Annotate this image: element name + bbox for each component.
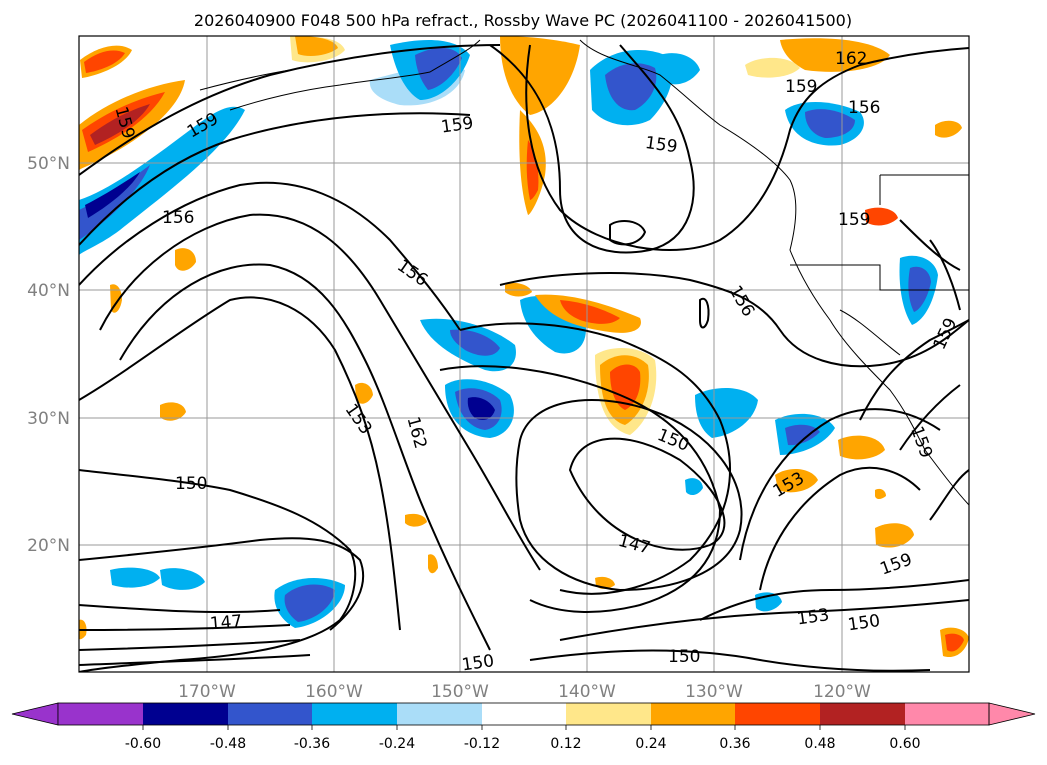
colorbar-segment <box>228 703 312 725</box>
colorbar-tick: 0.12 <box>550 736 581 752</box>
lon-label: 140°W <box>558 682 616 702</box>
coastlines <box>199 39 969 506</box>
contour-label: 147 <box>209 612 243 635</box>
colorbar-tick: -0.60 <box>125 736 161 752</box>
colorbar-segment <box>482 703 566 725</box>
colorbar-tick: 0.36 <box>719 736 750 752</box>
lon-label: 150°W <box>431 682 489 702</box>
colorbar-segment <box>58 703 143 725</box>
lat-axis-labels: 50°N 40°N 30°N 20°N <box>27 154 70 556</box>
colorbar-extend-low <box>11 702 59 726</box>
contour-label: 159 <box>440 113 475 137</box>
contour-label: 150 <box>846 611 881 635</box>
lat-label: 40°N <box>27 281 70 301</box>
map-frame <box>78 35 970 673</box>
colorbar-segment <box>905 703 989 725</box>
contour-label: 159 <box>785 77 817 97</box>
lon-axis-labels: 170°W 160°W 150°W 140°W 130°W 120°W <box>178 682 871 702</box>
lon-label: 120°W <box>813 682 871 702</box>
colorbar-extend-high <box>988 702 1036 726</box>
colorbar-tick: -0.48 <box>210 736 246 752</box>
colorbar-segment <box>566 703 651 725</box>
contour-label: 156 <box>162 208 194 228</box>
contour-label: 153 <box>796 605 831 629</box>
contour-label: 150 <box>461 651 496 675</box>
contour-label: 159 <box>838 210 870 230</box>
colorbar-segment <box>651 703 735 725</box>
lat-label: 30°N <box>27 409 70 429</box>
map-plot-area: 159 159 156 159 159 156 162 159 156 156 … <box>79 36 969 675</box>
lon-label: 170°W <box>178 682 236 702</box>
colorbar-segment <box>312 703 397 725</box>
colorbar-tick: 0.60 <box>889 736 920 752</box>
contour-label: 150 <box>175 474 207 494</box>
colorbar-tick: -0.12 <box>464 736 500 752</box>
colorbar-tick: 0.24 <box>635 736 666 752</box>
contour-label: 156 <box>848 98 880 118</box>
lat-label: 50°N <box>27 154 70 174</box>
shaded-anomalies <box>79 36 969 658</box>
colorbar-segment <box>735 703 820 725</box>
height-contours <box>79 44 969 672</box>
graticule <box>79 36 969 672</box>
colorbar-tick: -0.24 <box>379 736 415 752</box>
lon-label: 160°W <box>305 682 363 702</box>
colorbar-tick: -0.36 <box>294 736 330 752</box>
map-title: 2026040900 F048 500 hPa refract., Rossby… <box>194 11 852 30</box>
colorbar-tick: 0.48 <box>804 736 835 752</box>
lon-label: 130°W <box>685 682 743 702</box>
contour-label: 150 <box>668 647 700 667</box>
colorbar-segment <box>820 703 905 725</box>
colorbar-segment <box>397 703 482 725</box>
contour-labels: 159 159 156 159 159 156 162 159 156 156 … <box>111 49 962 675</box>
colorbar: -0.60 -0.48 -0.36 -0.24 -0.12 0.12 0.24 … <box>11 702 1036 752</box>
contour-label: 159 <box>644 133 679 157</box>
lat-label: 20°N <box>27 536 70 556</box>
contour-label: 162 <box>835 49 867 69</box>
colorbar-segment <box>143 703 228 725</box>
